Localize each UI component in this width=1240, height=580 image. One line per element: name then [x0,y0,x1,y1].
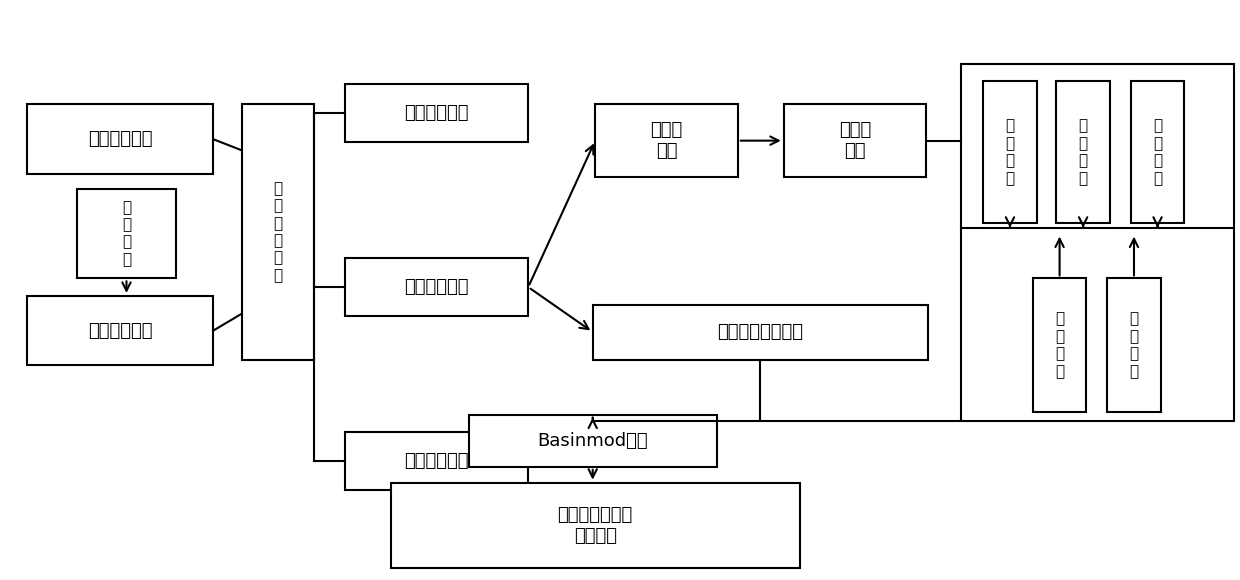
Text: 地层分布特征: 地层分布特征 [404,103,469,122]
Text: 地层接触关系: 地层接触关系 [404,278,469,296]
Text: 岩
性
数
据: 岩 性 数 据 [1055,311,1064,379]
Text: 单井层位划分: 单井层位划分 [88,130,153,148]
Text: 断层分布特征: 断层分布特征 [404,452,469,470]
FancyBboxPatch shape [1131,81,1184,223]
FancyBboxPatch shape [345,258,528,316]
FancyBboxPatch shape [593,304,928,360]
FancyBboxPatch shape [983,81,1037,223]
FancyBboxPatch shape [27,104,213,174]
FancyBboxPatch shape [391,483,800,568]
FancyBboxPatch shape [27,296,213,365]
FancyBboxPatch shape [961,64,1234,420]
Text: 正断层附近地层
埋藏史图: 正断层附近地层 埋藏史图 [558,506,632,545]
FancyBboxPatch shape [1107,278,1161,412]
FancyBboxPatch shape [242,104,314,360]
FancyBboxPatch shape [345,84,528,142]
FancyBboxPatch shape [345,432,528,490]
Text: 剥蚀量
计算: 剥蚀量 计算 [838,121,872,160]
Text: 地
化
数
据: 地 化 数 据 [1130,311,1138,379]
FancyBboxPatch shape [595,104,738,177]
FancyBboxPatch shape [784,104,926,177]
Text: 时
深
关
系: 时 深 关 系 [122,200,131,267]
Text: 区
域
地
层
划
分: 区 域 地 层 划 分 [273,181,283,283]
Text: 地震层位划分: 地震层位划分 [88,321,153,340]
FancyBboxPatch shape [469,415,717,467]
Text: 分
层
数
据: 分 层 数 据 [1153,119,1162,186]
Text: 断层活动时间厘定: 断层活动时间厘定 [717,323,804,341]
FancyBboxPatch shape [77,188,176,278]
Text: 地
温
梯
度: 地 温 梯 度 [1079,119,1087,186]
Text: 虚拟井
选取: 虚拟井 选取 [650,121,683,160]
FancyBboxPatch shape [1033,278,1086,412]
Text: Basinmod软件: Basinmod软件 [537,432,649,450]
FancyBboxPatch shape [1056,81,1110,223]
Text: 剥
蚀
时
间: 剥 蚀 时 间 [1006,119,1014,186]
